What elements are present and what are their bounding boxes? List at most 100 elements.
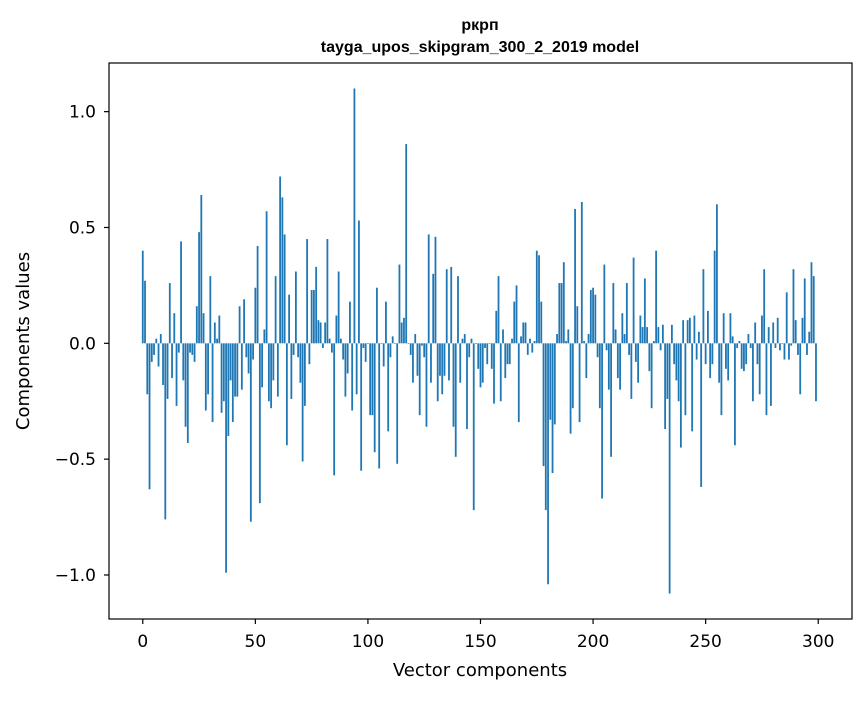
bar <box>522 322 525 344</box>
bar <box>679 343 682 448</box>
bar <box>695 343 698 360</box>
x-tick-label: 300 <box>802 632 834 652</box>
bar <box>439 343 441 376</box>
bar <box>342 343 345 360</box>
bar <box>281 197 284 344</box>
bar <box>418 343 421 416</box>
bar <box>162 343 164 386</box>
bar <box>198 232 200 344</box>
bar <box>346 343 349 374</box>
bar <box>186 343 189 443</box>
bar <box>580 202 583 344</box>
bar <box>213 322 216 344</box>
bar <box>412 343 414 383</box>
x-axis-ticks: 0 50 100 150 200 250 300 <box>137 619 834 652</box>
bar <box>551 343 554 474</box>
bar <box>702 269 705 344</box>
bar <box>803 278 806 344</box>
bar <box>400 322 403 344</box>
bar <box>175 343 178 406</box>
bar <box>531 343 534 353</box>
bar <box>616 343 619 379</box>
bar <box>159 334 162 344</box>
bar <box>220 343 223 413</box>
bar <box>709 343 712 379</box>
bar <box>351 343 354 411</box>
bar <box>274 276 277 344</box>
bar <box>815 343 817 402</box>
bar <box>468 343 471 358</box>
bar <box>576 306 579 344</box>
bar <box>218 315 221 344</box>
bar <box>247 343 250 374</box>
bar <box>513 301 516 344</box>
bar <box>725 343 727 369</box>
bar <box>173 313 176 344</box>
bar <box>238 306 241 344</box>
bar <box>641 327 644 344</box>
bar <box>810 262 813 344</box>
bar <box>340 338 342 344</box>
bar <box>675 343 678 381</box>
bar <box>788 343 790 360</box>
bar <box>245 343 248 358</box>
bar <box>403 317 405 344</box>
bar <box>481 343 484 383</box>
bar <box>688 317 691 344</box>
bar <box>619 343 621 390</box>
bar <box>614 329 617 344</box>
bar <box>267 343 270 402</box>
bar <box>578 343 581 423</box>
bar <box>729 313 732 344</box>
bar <box>488 343 491 344</box>
x-tick-label: 50 <box>245 632 267 652</box>
bar <box>583 341 585 344</box>
y-tick-label: 1.0 <box>69 103 96 123</box>
bar <box>315 266 318 344</box>
bar <box>601 343 603 499</box>
bar <box>470 338 473 344</box>
bar <box>607 343 610 390</box>
bar <box>153 343 155 355</box>
bar <box>544 343 547 511</box>
y-tick-label: 0.5 <box>69 218 96 238</box>
bar <box>441 343 444 395</box>
bar <box>538 255 540 344</box>
x-tick-label: 250 <box>689 632 721 652</box>
bar <box>646 327 649 344</box>
bar <box>394 343 396 344</box>
bar <box>364 343 367 362</box>
bar <box>211 343 214 423</box>
bar <box>168 283 171 344</box>
bar <box>524 322 527 344</box>
bar <box>621 313 624 344</box>
bar <box>227 343 230 436</box>
y-tick-label: 0.0 <box>69 334 96 354</box>
bar <box>297 343 300 358</box>
bar <box>182 343 185 381</box>
bar <box>283 234 286 344</box>
bar <box>200 195 203 344</box>
bar <box>533 341 536 344</box>
bar <box>171 343 173 379</box>
bar <box>659 343 662 351</box>
bars-layer <box>141 88 817 594</box>
bar <box>279 176 282 344</box>
bar <box>495 310 498 344</box>
bar <box>758 343 761 395</box>
bar <box>792 269 795 344</box>
bar <box>376 287 378 344</box>
bar <box>738 341 741 344</box>
bar <box>477 343 480 369</box>
bar <box>263 329 266 344</box>
bar <box>526 343 529 355</box>
bar <box>684 343 687 416</box>
bar <box>806 343 808 355</box>
bar <box>236 343 239 397</box>
bar <box>195 306 198 344</box>
x-tick-label: 200 <box>577 632 609 652</box>
bar <box>560 283 563 344</box>
bar <box>285 343 288 446</box>
